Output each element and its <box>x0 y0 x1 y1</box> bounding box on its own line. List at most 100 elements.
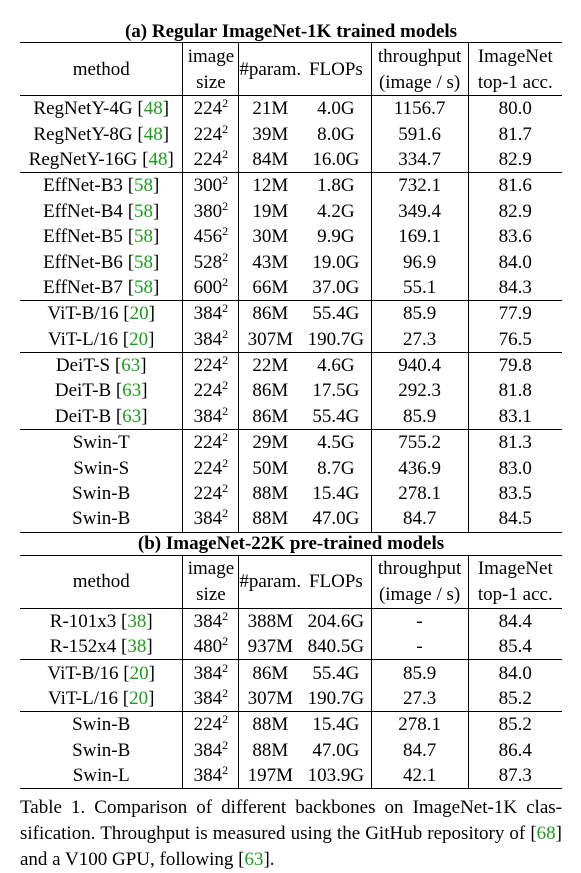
table-row: DeiT-S [63] 2242 22M 4.6G 940.4 79.8 <box>20 351 562 379</box>
image-size-value: 224 <box>193 714 223 736</box>
param-cell: 66M <box>238 274 302 301</box>
throughput-cell: 169.1 <box>370 223 469 250</box>
throughput-value: 278.1 <box>398 483 441 505</box>
throughput-value: 85.9 <box>402 303 437 325</box>
accuracy-value: 83.0 <box>498 457 532 479</box>
flops-cell: 16.0G <box>301 147 371 173</box>
method-name: R-152x4 <box>49 636 117 658</box>
param-value: 66M <box>252 276 289 298</box>
param-cell: 12M <box>238 172 302 199</box>
image-size-cell: 2242 <box>183 121 239 146</box>
size-exponent: 2 <box>222 430 229 445</box>
caption-citation-2[interactable]: 63 <box>244 849 264 871</box>
header-row: method image #param. FLOPs throughput ImageNe… <box>20 42 562 96</box>
throughput-value: 27.3 <box>402 328 437 350</box>
citation-link[interactable]: 38 <box>127 610 147 632</box>
citation-link[interactable]: 48 <box>143 98 163 120</box>
param-value: 86M <box>252 303 289 325</box>
image-size-cell: 3842 <box>182 659 239 686</box>
method-cell: EffNet-B6 [58] <box>20 249 184 275</box>
image-size-value: 480 <box>193 636 223 658</box>
header-image-label: image <box>187 558 235 580</box>
citation-link[interactable]: 48 <box>148 148 168 170</box>
header-flops-label: FLOPs <box>308 571 363 593</box>
accuracy-cell: 80.0 <box>467 95 562 122</box>
flops-value: 17.5G <box>312 380 360 402</box>
citation-link[interactable]: 38 <box>127 636 147 658</box>
citation-link[interactable]: 58 <box>134 251 154 273</box>
param-cell: 307M <box>238 326 302 353</box>
citation-link[interactable]: 63 <box>121 355 141 377</box>
param-cell: 88M <box>238 480 302 507</box>
image-size-value: 384 <box>193 303 223 325</box>
header-row: method image #param. FLOPs throughput ImageNe… <box>20 554 562 609</box>
throughput-value: 436.9 <box>398 457 441 479</box>
flops-cell: 190.7G <box>301 327 371 353</box>
flops-cell: 4.2G <box>301 199 371 224</box>
citation-link[interactable]: 58 <box>134 276 154 298</box>
accuracy-value: 81.6 <box>498 175 532 197</box>
citation-link[interactable]: 20 <box>129 662 149 684</box>
header-size-label: size <box>196 584 226 606</box>
throughput-cell: 84.7 <box>370 506 469 533</box>
flops-value: 204.6G <box>307 610 365 632</box>
param-value: 388M <box>247 610 293 632</box>
accuracy-value: 82.9 <box>498 148 532 170</box>
image-size-cell: 2242 <box>183 455 239 480</box>
param-cell: 43M <box>238 249 302 275</box>
throughput-cell: 278.1 <box>370 480 469 507</box>
citation-link[interactable]: 63 <box>122 380 142 402</box>
param-value: 307M <box>247 328 293 350</box>
param-cell: 50M <box>238 455 302 481</box>
flops-cell: 17.5G <box>301 378 371 403</box>
method-name: ViT-B/16 <box>47 303 119 325</box>
citation-link[interactable]: 58 <box>134 200 154 222</box>
throughput-value: 591.6 <box>398 123 441 145</box>
param-value: 937M <box>247 636 293 658</box>
flops-value: 15.4G <box>312 714 360 736</box>
citation-link[interactable]: 20 <box>129 328 149 350</box>
caption-citation-1[interactable]: 68 <box>536 823 556 845</box>
citation-link[interactable]: 63 <box>122 405 142 427</box>
header-top1-label: top-1 acc. <box>477 584 553 606</box>
citation-link[interactable]: 20 <box>129 688 149 709</box>
citation-link[interactable]: 58 <box>134 175 154 197</box>
header-image-size-2: size <box>183 69 239 96</box>
flops-cell: 55.4G <box>301 659 372 686</box>
accuracy-value: 80.0 <box>498 98 532 120</box>
image-size-cell: 3842 <box>183 738 239 763</box>
citation-link[interactable]: 48 <box>143 123 163 145</box>
param-cell: 197M <box>238 762 302 790</box>
accuracy-cell: 81.6 <box>467 172 562 199</box>
citation-link[interactable]: 58 <box>134 226 154 248</box>
accuracy-cell: 85.2 <box>467 711 562 738</box>
param-value: 84M <box>252 148 289 170</box>
param-value: 30M <box>252 226 289 248</box>
image-size-cell: 3842 <box>182 607 239 635</box>
size-exponent: 2 <box>222 763 229 778</box>
throughput-cell: 591.6 <box>370 121 469 147</box>
throughput-value: 755.2 <box>398 432 441 454</box>
accuracy-cell: 79.8 <box>467 351 562 379</box>
flops-value: 190.7G <box>307 328 365 350</box>
size-exponent: 2 <box>222 506 229 521</box>
accuracy-value: 84.0 <box>498 251 532 273</box>
citation-link[interactable]: 20 <box>129 303 149 325</box>
throughput-cell: 349.4 <box>370 198 469 224</box>
method-name: Swin-T <box>72 432 130 454</box>
param-value: 22M <box>252 355 289 377</box>
method-cell: RegNetY-16G [48] <box>20 146 184 173</box>
method-name: Swin-B <box>72 714 131 736</box>
throughput-value: 85.9 <box>402 405 437 427</box>
throughput-value: 84.7 <box>402 739 437 761</box>
backbone-comparison-table: (a) Regular ImageNet-1K trained models me… <box>20 20 562 790</box>
method-cell: ViT-B/16 [20] <box>20 659 184 686</box>
accuracy-value: 84.5 <box>498 508 532 530</box>
header-param-label: #param. <box>239 58 302 80</box>
param-cell: 88M <box>238 711 302 738</box>
accuracy-cell: 84.4 <box>467 607 562 635</box>
flops-value: 9.9G <box>317 226 355 248</box>
table-row: ViT-L/16 [20] 3842 307M 190.7G 27.3 85.2 <box>20 685 562 712</box>
param-value: 88M <box>252 508 289 530</box>
method-cell: Swin-S <box>20 455 184 481</box>
